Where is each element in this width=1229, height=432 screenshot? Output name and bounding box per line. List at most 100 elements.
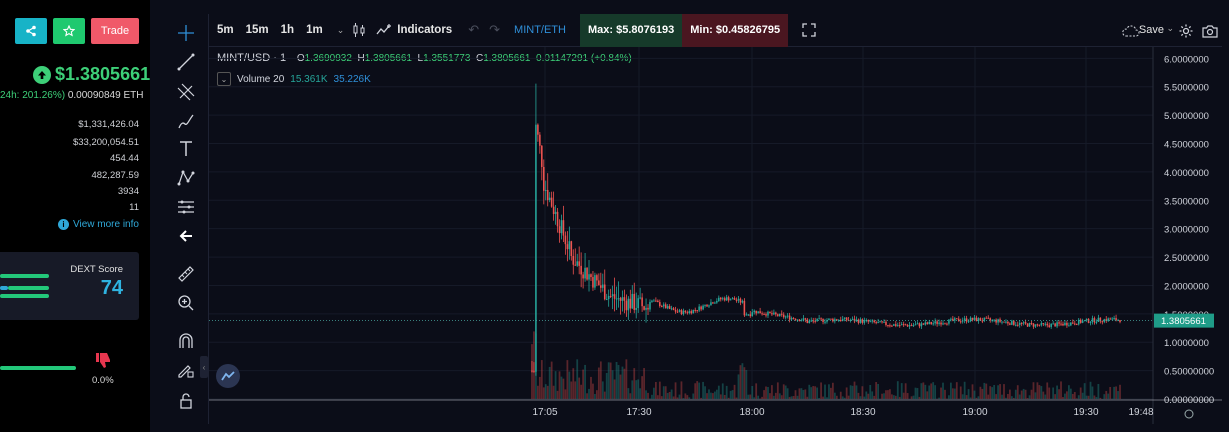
cloud-icon[interactable] xyxy=(1122,25,1140,37)
volume-bar xyxy=(584,364,586,399)
candle-body xyxy=(558,226,561,234)
chevron-down-icon[interactable]: ⌄ xyxy=(217,72,231,86)
candle-body xyxy=(574,264,577,266)
gear-icon[interactable] xyxy=(1178,23,1194,39)
candle-body xyxy=(621,297,624,301)
volume-bar xyxy=(910,396,913,399)
back-tool[interactable] xyxy=(175,225,197,247)
candle-body xyxy=(725,297,728,301)
candlestick-icon[interactable] xyxy=(352,22,366,38)
volume-bar xyxy=(784,385,787,399)
volume-bar xyxy=(922,382,925,399)
pair-link[interactable]: MINT/ETH xyxy=(514,24,566,36)
candle-body xyxy=(639,297,641,299)
timeframe-1m[interactable]: 1m xyxy=(306,24,323,36)
volume-bar xyxy=(934,385,937,399)
indicators-button[interactable]: Indicators xyxy=(376,23,452,37)
candle-body xyxy=(834,319,836,322)
favorite-button[interactable] xyxy=(53,18,85,44)
volume-bar xyxy=(892,395,895,399)
chevron-down-icon[interactable]: ⌄ xyxy=(1166,23,1174,33)
candle-body xyxy=(635,308,638,310)
trade-button[interactable]: Trade xyxy=(91,18,139,44)
dext-score-card: DEXT Score 74 xyxy=(0,252,139,320)
volume-bar xyxy=(684,393,687,399)
volume-value: 15.361K xyxy=(290,73,328,85)
magnet-tool[interactable] xyxy=(175,330,197,352)
pattern-tool[interactable] xyxy=(175,167,197,189)
candle-body xyxy=(1040,323,1043,326)
candle-body xyxy=(674,309,677,312)
candle-body xyxy=(1003,321,1005,323)
tradingview-logo[interactable] xyxy=(216,364,240,388)
text-tool[interactable] xyxy=(175,138,197,160)
timeframe-5m[interactable]: 5m xyxy=(217,24,234,36)
candle-body xyxy=(655,300,657,302)
collapse-toolbar-button[interactable]: ‹ xyxy=(200,356,208,378)
candle-body xyxy=(792,317,795,319)
volume-bar xyxy=(1064,393,1066,399)
volume-bar xyxy=(1109,386,1112,399)
volume-bar xyxy=(953,388,956,399)
candle-body xyxy=(1072,322,1074,324)
redo-icon[interactable]: ↷ xyxy=(489,22,501,37)
volume-bar xyxy=(771,385,773,399)
thumbs-down-icon[interactable] xyxy=(93,350,113,370)
save-button[interactable]: Save xyxy=(1138,24,1164,36)
candle-body xyxy=(741,300,744,303)
candle-body xyxy=(946,323,948,325)
crosshair-tool[interactable] xyxy=(175,22,197,44)
timeframe-15m[interactable]: 15m xyxy=(245,24,269,36)
volume-bar xyxy=(566,360,569,399)
lock-tool[interactable] xyxy=(175,390,197,412)
volume-bar xyxy=(619,374,622,399)
volume-bar xyxy=(814,386,817,399)
volume-bar xyxy=(735,397,738,399)
ruler-tool[interactable] xyxy=(175,263,197,285)
candle-body xyxy=(664,304,667,309)
volume-bar xyxy=(804,389,807,399)
candle-body xyxy=(598,280,600,286)
volume-bar xyxy=(741,363,744,399)
volume-bar xyxy=(588,388,590,399)
zoom-tool[interactable] xyxy=(175,292,197,314)
volume-bar xyxy=(562,378,565,399)
view-more-link[interactable]: i View more info xyxy=(58,219,139,230)
price-chart[interactable]: 6.0000000 5.5000000 5.0000000 4.5000000 4.00… xyxy=(209,47,1222,424)
fib-tool[interactable] xyxy=(175,81,197,103)
volume-bar xyxy=(653,387,655,399)
candle-body xyxy=(649,301,651,310)
volume-bar xyxy=(788,396,791,399)
volume-bar xyxy=(745,370,748,399)
brush-tool[interactable] xyxy=(175,110,197,132)
candle-body xyxy=(647,307,649,310)
prediction-tool[interactable] xyxy=(175,196,197,218)
fullscreen-icon[interactable] xyxy=(802,23,816,37)
candle-body xyxy=(601,284,604,288)
volume-bar xyxy=(833,392,836,399)
trendline-tool[interactable] xyxy=(175,51,197,73)
pattern-icon xyxy=(177,170,195,186)
candle-body xyxy=(660,306,663,308)
chevron-down-icon[interactable]: ⌄ xyxy=(336,24,345,35)
volume-bar xyxy=(782,384,785,399)
volume-bar xyxy=(658,381,661,399)
share-button[interactable] xyxy=(15,18,47,44)
x-tick-label: 19:48 xyxy=(1128,407,1153,418)
candle-body xyxy=(668,306,671,309)
volume-bar xyxy=(1073,392,1076,399)
timeframe-1h[interactable]: 1h xyxy=(280,24,295,36)
undo-icon[interactable]: ↶ xyxy=(468,22,480,37)
vote-percentage: 0.0% xyxy=(92,375,114,386)
volume-bar xyxy=(826,397,828,399)
y-tick-label: 4.5000000 xyxy=(1164,140,1209,151)
volume-bar xyxy=(932,382,935,399)
lock-drawing-tool[interactable] xyxy=(175,359,197,381)
price-display: $1.3805661 xyxy=(33,64,150,85)
candle-body xyxy=(1060,323,1062,325)
camera-icon[interactable] xyxy=(1202,24,1218,38)
candle-body xyxy=(1009,323,1011,325)
candle-body xyxy=(546,189,549,201)
candle-body xyxy=(814,320,816,322)
candle-body xyxy=(820,318,822,320)
